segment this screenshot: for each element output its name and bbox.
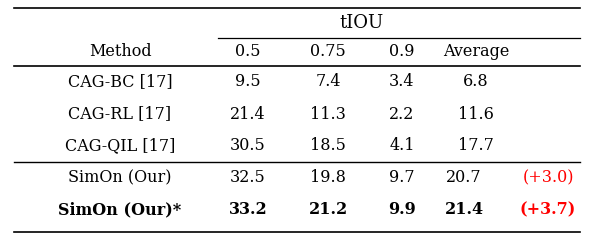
Text: 21.2: 21.2	[309, 202, 348, 218]
Text: CAG-QIL [17]: CAG-QIL [17]	[65, 138, 175, 154]
Text: Method: Method	[88, 44, 151, 60]
Text: 6.8: 6.8	[463, 74, 489, 90]
Text: 11.3: 11.3	[310, 105, 346, 123]
Text: (+3.0): (+3.0)	[522, 169, 573, 187]
Text: 18.5: 18.5	[310, 138, 346, 154]
Text: 33.2: 33.2	[229, 202, 267, 218]
Text: 4.1: 4.1	[389, 138, 415, 154]
Text: 21.4: 21.4	[444, 202, 484, 218]
Text: 32.5: 32.5	[230, 169, 266, 187]
Text: CAG-BC [17]: CAG-BC [17]	[68, 74, 172, 90]
Text: 21.4: 21.4	[230, 105, 266, 123]
Text: 7.4: 7.4	[315, 74, 341, 90]
Text: 2.2: 2.2	[389, 105, 415, 123]
Text: tIOU: tIOU	[340, 14, 384, 32]
Text: 11.6: 11.6	[458, 105, 494, 123]
Text: Average: Average	[443, 44, 509, 60]
Text: 9.9: 9.9	[388, 202, 416, 218]
Text: CAG-RL [17]: CAG-RL [17]	[68, 105, 172, 123]
Text: 9.5: 9.5	[235, 74, 261, 90]
Text: SimOn (Our)*: SimOn (Our)*	[58, 202, 182, 218]
Text: 20.7: 20.7	[446, 169, 482, 187]
Text: 19.8: 19.8	[310, 169, 346, 187]
Text: SimOn (Our): SimOn (Our)	[68, 169, 172, 187]
Text: 3.4: 3.4	[389, 74, 415, 90]
Text: 17.7: 17.7	[458, 138, 494, 154]
Text: 0.75: 0.75	[310, 44, 346, 60]
Text: 9.7: 9.7	[389, 169, 415, 187]
Text: 0.9: 0.9	[389, 44, 415, 60]
Text: 0.5: 0.5	[235, 44, 261, 60]
Text: 30.5: 30.5	[230, 138, 266, 154]
Text: (+3.7): (+3.7)	[520, 202, 576, 218]
